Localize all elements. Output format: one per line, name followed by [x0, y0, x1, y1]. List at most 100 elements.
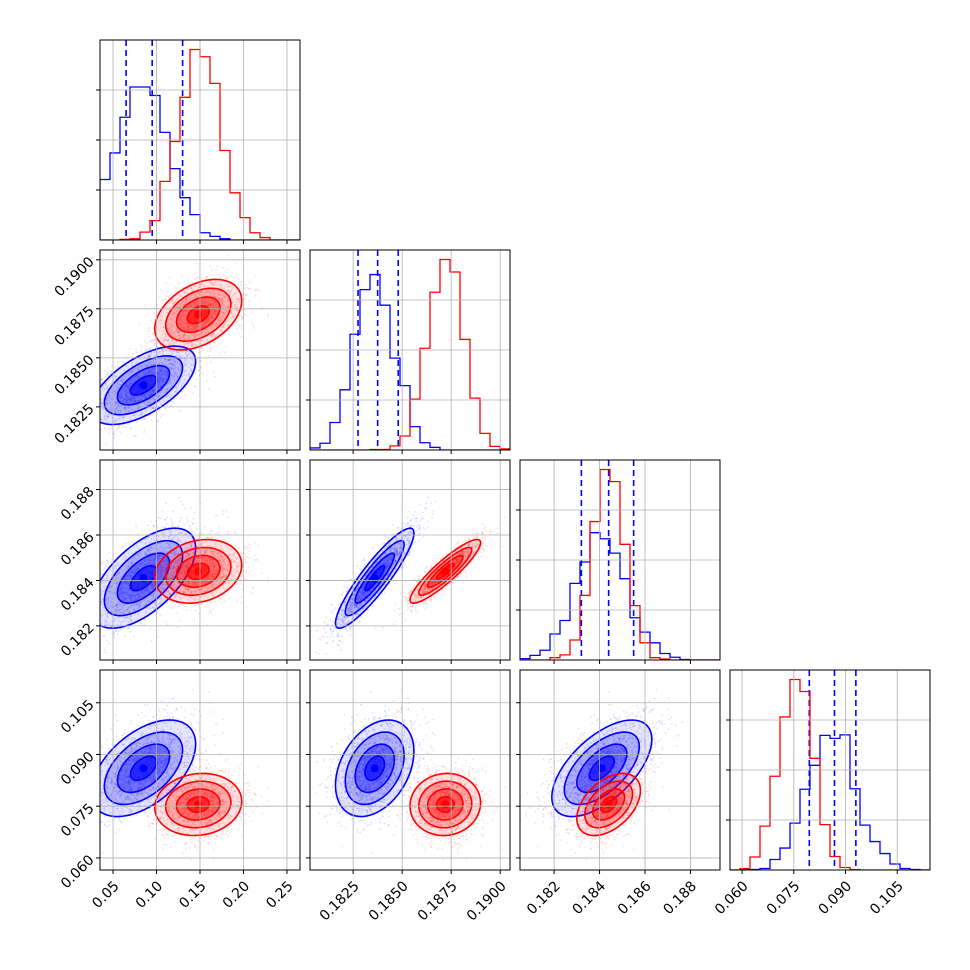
sample-point — [139, 344, 142, 346]
sample-point — [193, 371, 196, 374]
sample-point — [138, 396, 140, 399]
sample-point — [104, 564, 107, 567]
sample-point — [204, 302, 207, 304]
sample-point — [204, 289, 207, 292]
sample-point — [96, 619, 98, 621]
sample-point — [128, 380, 131, 383]
sample-point — [213, 301, 216, 304]
sample-point — [162, 377, 164, 380]
sample-point — [128, 423, 130, 425]
sample-point — [209, 308, 212, 311]
sample-point — [189, 309, 191, 311]
sample-point — [133, 395, 136, 398]
sample-point — [117, 383, 120, 386]
sample-point — [208, 293, 211, 295]
sample-point — [193, 385, 196, 388]
sample-point — [129, 378, 132, 381]
sample-point — [165, 282, 167, 284]
sample-point — [187, 334, 190, 337]
sample-point — [93, 396, 95, 398]
sample-point — [127, 372, 130, 375]
sample-point — [186, 277, 189, 280]
sample-point — [191, 530, 194, 532]
sample-point — [166, 327, 169, 330]
sample-point — [185, 298, 188, 300]
sample-point — [191, 326, 193, 329]
sample-point — [105, 398, 108, 400]
sample-point — [147, 393, 150, 396]
sample-point — [159, 370, 161, 373]
sample-point — [116, 360, 119, 363]
sample-point — [118, 415, 121, 418]
sample-point — [203, 332, 206, 334]
sample-point — [178, 362, 181, 365]
sample-point — [150, 364, 153, 367]
sample-point — [128, 402, 131, 405]
sample-point — [160, 348, 163, 351]
sample-point — [97, 622, 99, 624]
sample-point — [94, 442, 96, 444]
sample-point — [128, 385, 131, 388]
sample-point — [237, 300, 239, 303]
sample-point — [158, 361, 161, 364]
sample-point — [183, 370, 186, 373]
sample-point — [209, 338, 212, 341]
sample-point — [133, 401, 136, 404]
sample-point — [150, 352, 152, 355]
sample-point — [187, 305, 189, 308]
sample-point — [101, 560, 104, 563]
sample-point — [83, 385, 85, 387]
sample-point — [143, 395, 146, 398]
sample-point — [160, 348, 163, 351]
sample-point — [117, 409, 120, 412]
sample-point — [152, 389, 154, 392]
sample-point — [95, 397, 97, 399]
sample-point — [128, 384, 131, 387]
sample-point — [165, 311, 168, 314]
sample-point — [187, 310, 189, 313]
sample-point — [239, 282, 242, 285]
sample-point — [225, 277, 228, 280]
sample-point — [119, 410, 122, 412]
sample-point — [190, 364, 193, 367]
sample-point — [235, 289, 238, 292]
sample-point — [46, 626, 48, 628]
sample-point — [124, 409, 126, 411]
sample-point — [151, 333, 154, 336]
sample-point — [132, 364, 134, 367]
sample-point — [176, 306, 178, 309]
sample-point — [131, 365, 133, 368]
sample-point — [100, 377, 103, 380]
sample-point — [161, 373, 164, 375]
sample-point — [87, 599, 89, 601]
sample-point — [159, 377, 162, 380]
sample-point — [188, 309, 191, 312]
sample-point — [125, 400, 128, 403]
sample-point — [173, 378, 176, 381]
sample-point — [198, 292, 200, 295]
sample-point — [186, 322, 189, 324]
sample-point — [203, 285, 206, 288]
sample-point — [186, 355, 189, 357]
sample-point — [134, 396, 137, 399]
sample-point — [146, 395, 148, 398]
sample-point — [181, 326, 183, 329]
sample-point — [102, 407, 104, 410]
sample-point — [212, 292, 215, 295]
sample-point — [178, 354, 181, 357]
sample-point — [174, 359, 177, 362]
sample-point — [212, 294, 215, 297]
sample-point — [174, 286, 177, 289]
sample-point — [176, 377, 179, 380]
sample-point — [136, 396, 138, 398]
sample-point — [108, 415, 110, 418]
sample-point — [248, 304, 251, 307]
sample-point — [169, 294, 171, 297]
sample-point — [134, 400, 137, 403]
sample-point — [126, 384, 128, 387]
sample-point — [215, 296, 218, 298]
sample-point — [196, 333, 198, 336]
sample-point — [191, 342, 194, 344]
sample-point — [214, 335, 217, 337]
sample-point — [125, 399, 128, 402]
